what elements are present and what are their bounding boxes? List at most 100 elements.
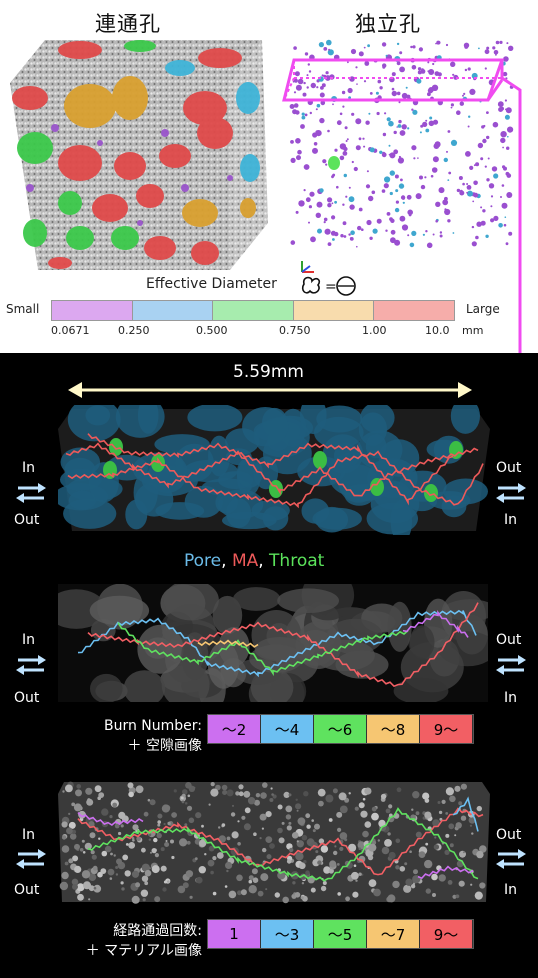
- isolated-pore-dot: [366, 219, 372, 226]
- isolated-pore-dot: [323, 217, 328, 222]
- material-grain: [381, 846, 390, 855]
- material-grain: [71, 878, 79, 886]
- isolated-pore-dot: [350, 48, 357, 55]
- p3-left-arrows-icon: [16, 848, 46, 874]
- material-grain: [441, 799, 446, 804]
- path-count-legend-item: 〜5: [314, 920, 367, 948]
- isolated-pore-dot: [411, 108, 414, 111]
- isolated-pore-dot: [309, 191, 315, 197]
- material-grain: [253, 832, 257, 836]
- material-grain: [348, 792, 351, 795]
- isolated-pore-dot: [503, 56, 509, 62]
- path-count-caption: 経路通過回数: ＋ マテリアル画像: [40, 921, 202, 961]
- isolated-pore-dot: [456, 188, 461, 193]
- material-grain: [339, 846, 344, 851]
- material-grain: [452, 894, 457, 899]
- isolated-pore-dot: [399, 130, 406, 136]
- material-grain: [409, 850, 412, 853]
- isolated-pore-dot: [412, 45, 416, 49]
- isolated-pore-dot: [427, 61, 430, 64]
- isolated-pore-dot: [331, 174, 335, 178]
- isolated-pore-dot: [463, 42, 470, 48]
- material-grain: [261, 827, 264, 830]
- isolated-pore-dot: [330, 230, 336, 236]
- isolated-pore-dot: [432, 233, 435, 236]
- material-grain: [418, 851, 426, 858]
- material-grain: [83, 881, 91, 890]
- isolated-pore-dot: [395, 189, 399, 193]
- isolated-pore-dot: [350, 230, 355, 235]
- isolated-pore-dot: [466, 183, 469, 185]
- isolated-pore-dot: [316, 86, 319, 89]
- material-grain: [265, 811, 272, 818]
- material-grain: [255, 793, 261, 798]
- isolated-pore-dot: [347, 87, 353, 94]
- burn-number-legend-item: 9〜: [420, 715, 473, 743]
- isolated-pore-dot: [293, 46, 297, 50]
- isolated-pore-dot: [459, 101, 464, 106]
- material-grain: [86, 798, 94, 806]
- isolated-pore-dot: [343, 173, 347, 178]
- material-grain: [306, 824, 311, 829]
- material-grain: [259, 837, 262, 840]
- material-grain: [362, 830, 369, 838]
- isolated-pore-dot: [396, 42, 400, 46]
- material-grain: [437, 801, 441, 804]
- material-grain: [445, 812, 449, 815]
- isolated-pore-dot: [411, 145, 417, 151]
- material-grain: [161, 804, 170, 813]
- material-grain: [61, 821, 68, 828]
- isolated-pore-dot: [355, 66, 358, 69]
- isolated-pore-dot: [289, 104, 295, 109]
- material-grain: [93, 886, 97, 890]
- material-grain: [90, 850, 95, 855]
- material-grain: [368, 879, 377, 887]
- isolated-pore-dot: [345, 140, 348, 142]
- isolated-pore-dot: [507, 135, 509, 138]
- material-grain: [207, 859, 215, 867]
- material-grain: [82, 851, 86, 854]
- material-grain: [415, 811, 420, 816]
- material-grain: [167, 880, 170, 883]
- isolated-pore-dot: [321, 74, 324, 77]
- material-grain: [373, 888, 381, 897]
- material-grain: [73, 803, 82, 812]
- material-grain: [162, 887, 167, 892]
- material-grain: [285, 814, 292, 820]
- material-grain: [352, 891, 359, 898]
- burn-number-legend: 〜2 〜4 〜6 〜8 9〜: [207, 714, 474, 744]
- isolated-pore-dot: [393, 149, 399, 155]
- isolated-pore-dot: [459, 189, 463, 193]
- material-grain: [113, 854, 116, 857]
- material-grain: [72, 855, 79, 862]
- material-grain: [454, 785, 461, 792]
- burn-path: [87, 602, 479, 688]
- throat-region: [109, 438, 123, 456]
- isolated-pore-dot: [430, 174, 434, 178]
- path-count-legend-item: 〜7: [367, 920, 420, 948]
- isolated-pore-dot: [298, 200, 305, 207]
- material-grain: [384, 839, 392, 847]
- isolated-pore-dot: [315, 108, 318, 111]
- material-grain: [141, 847, 146, 853]
- isolated-pore-dot: [485, 234, 489, 238]
- isolated-pore-dot: [397, 157, 404, 164]
- material-grain: [100, 868, 107, 874]
- isolated-pore-dot: [358, 51, 364, 57]
- material-grain: [425, 817, 428, 820]
- isolated-pore-dot: [484, 165, 487, 168]
- diameter-scale-segment: [52, 301, 133, 320]
- material-grain: [338, 792, 347, 801]
- material-grain: [305, 870, 310, 875]
- material-grain: [210, 782, 215, 787]
- material-grain: [266, 854, 272, 860]
- material-grain: [272, 794, 277, 799]
- ma-path: [87, 433, 454, 506]
- isolated-pore-dot: [422, 233, 425, 236]
- isolated-pore-dot: [419, 131, 422, 134]
- material-grain: [72, 883, 78, 890]
- isolated-pore-dot: [398, 119, 402, 124]
- material-grain: [371, 812, 379, 821]
- isolated-pore-dot: [290, 240, 296, 245]
- material-grain: [212, 891, 217, 896]
